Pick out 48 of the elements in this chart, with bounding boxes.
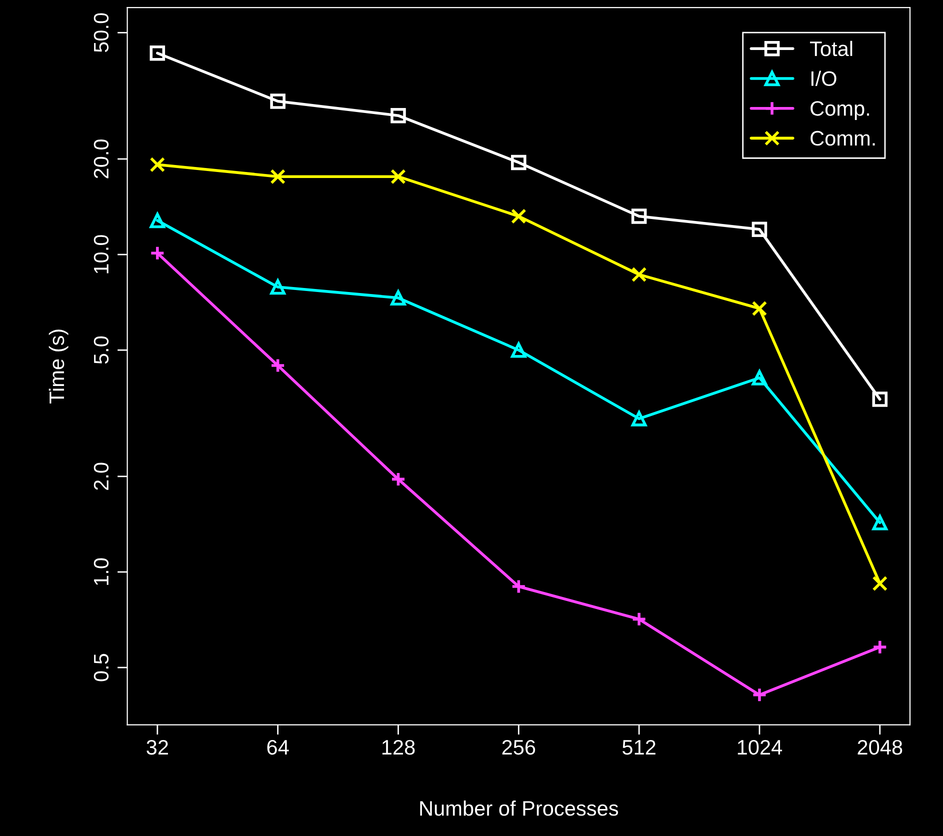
y-tick-label: 2.0 <box>94 462 109 490</box>
point <box>511 154 526 170</box>
point <box>511 578 526 594</box>
x-tick-label: 256 <box>502 740 536 755</box>
x-tick-label: 2048 <box>858 740 902 755</box>
y-axis-title: Time (s) <box>48 330 68 404</box>
legend-label: Comm. <box>810 130 875 146</box>
point <box>270 168 286 184</box>
y-tick-label: 50.0 <box>94 13 109 52</box>
y-tick-label: 10.0 <box>94 235 109 274</box>
legend-label: I/O <box>811 70 836 86</box>
x-tick-label: 32 <box>146 740 168 755</box>
point <box>150 212 166 228</box>
x-axis-title: Number of Processes <box>420 800 618 816</box>
point <box>631 266 647 282</box>
point <box>150 45 166 61</box>
point <box>390 472 406 487</box>
point <box>752 222 768 238</box>
y-tick-label: 20.0 <box>94 140 109 178</box>
point <box>150 156 166 172</box>
x-tick-label: 128 <box>382 740 415 755</box>
x-tick-label: 64 <box>267 740 289 755</box>
point <box>511 208 526 224</box>
point <box>390 290 406 306</box>
point <box>150 246 166 261</box>
point <box>872 576 888 592</box>
x-tick-label: 512 <box>622 740 656 755</box>
point <box>631 411 647 426</box>
point <box>511 342 526 358</box>
point <box>752 300 768 316</box>
point <box>872 515 888 530</box>
point <box>872 639 888 655</box>
legend-label: Total <box>810 40 852 56</box>
point <box>752 370 768 386</box>
point <box>631 612 647 627</box>
x-tick-label: 1024 <box>738 740 782 755</box>
y-tick-label: 5.0 <box>94 336 109 364</box>
legend-label: Comp. <box>810 101 869 120</box>
point <box>390 108 406 124</box>
point <box>752 687 768 703</box>
point <box>270 358 286 374</box>
point <box>872 392 888 407</box>
point <box>270 279 286 295</box>
point <box>270 94 286 109</box>
point <box>390 168 406 184</box>
y-tick-label: 0.5 <box>94 654 109 682</box>
point <box>631 208 647 224</box>
y-tick-label: 1.0 <box>94 558 109 585</box>
